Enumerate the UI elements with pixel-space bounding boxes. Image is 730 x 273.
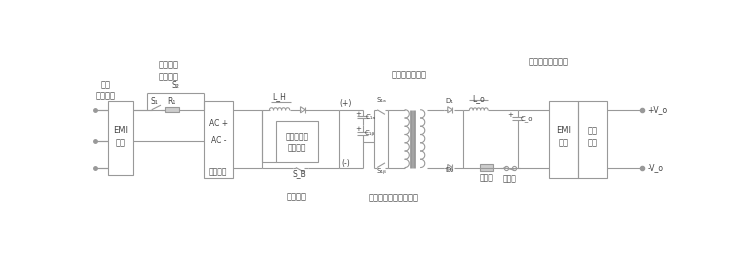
Text: 缓冲电路: 缓冲电路 — [288, 144, 307, 153]
Bar — [165, 108, 179, 112]
Text: L_o: L_o — [472, 94, 485, 103]
Bar — [204, 100, 233, 177]
Text: -V_o: -V_o — [648, 163, 664, 172]
Text: C_o: C_o — [520, 115, 533, 121]
Text: EMI: EMI — [556, 126, 571, 135]
Text: S₁ₐ: S₁ₐ — [376, 97, 386, 103]
Text: (-): (-) — [341, 159, 350, 168]
Text: S₂: S₂ — [171, 81, 179, 90]
Text: 输出整流滤波电路: 输出整流滤波电路 — [529, 58, 569, 67]
Text: 单相: 单相 — [100, 81, 110, 90]
Text: 半桥直流直流变换电路: 半桥直流直流变换电路 — [369, 194, 418, 203]
Text: D₁: D₁ — [445, 97, 453, 103]
Text: AC +: AC + — [209, 119, 228, 128]
Text: S₁ᵦ: S₁ᵦ — [376, 168, 386, 174]
Text: 交流输入: 交流输入 — [95, 91, 115, 100]
Text: S₁: S₁ — [150, 97, 158, 106]
Bar — [548, 100, 578, 177]
Text: C₁ₐ: C₁ₐ — [365, 114, 375, 120]
Bar — [108, 100, 133, 175]
Text: C₁ᵦ: C₁ᵦ — [365, 130, 375, 136]
Text: 滤波: 滤波 — [115, 138, 126, 147]
Text: 分波器: 分波器 — [480, 173, 493, 182]
Text: 高频功率变换器: 高频功率变换器 — [391, 71, 426, 80]
Bar — [578, 100, 607, 177]
Bar — [276, 121, 318, 162]
Text: 输出: 输出 — [588, 126, 598, 135]
Bar — [480, 164, 493, 171]
Text: EMI: EMI — [113, 126, 128, 135]
Text: L_H: L_H — [272, 92, 286, 101]
Text: (+): (+) — [339, 99, 352, 108]
Text: 升压电路: 升压电路 — [287, 192, 307, 201]
Text: AC -: AC - — [210, 136, 226, 145]
Text: +: + — [355, 126, 361, 132]
Text: +V_o: +V_o — [648, 105, 668, 114]
Text: +: + — [355, 111, 361, 117]
Text: D₂: D₂ — [445, 167, 453, 173]
Text: 桥式整流: 桥式整流 — [209, 167, 228, 176]
Text: R₁: R₁ — [168, 97, 176, 106]
Text: 无损耗吸收: 无损耗吸收 — [285, 132, 309, 141]
Text: 断路器: 断路器 — [503, 174, 517, 183]
Text: S_B: S_B — [292, 169, 306, 178]
Text: 冲击电流: 冲击电流 — [158, 61, 179, 70]
Text: +: + — [507, 112, 512, 118]
Text: 限流电路: 限流电路 — [158, 72, 179, 81]
Text: 滤波: 滤波 — [558, 138, 568, 147]
Text: 端子: 端子 — [588, 138, 598, 147]
